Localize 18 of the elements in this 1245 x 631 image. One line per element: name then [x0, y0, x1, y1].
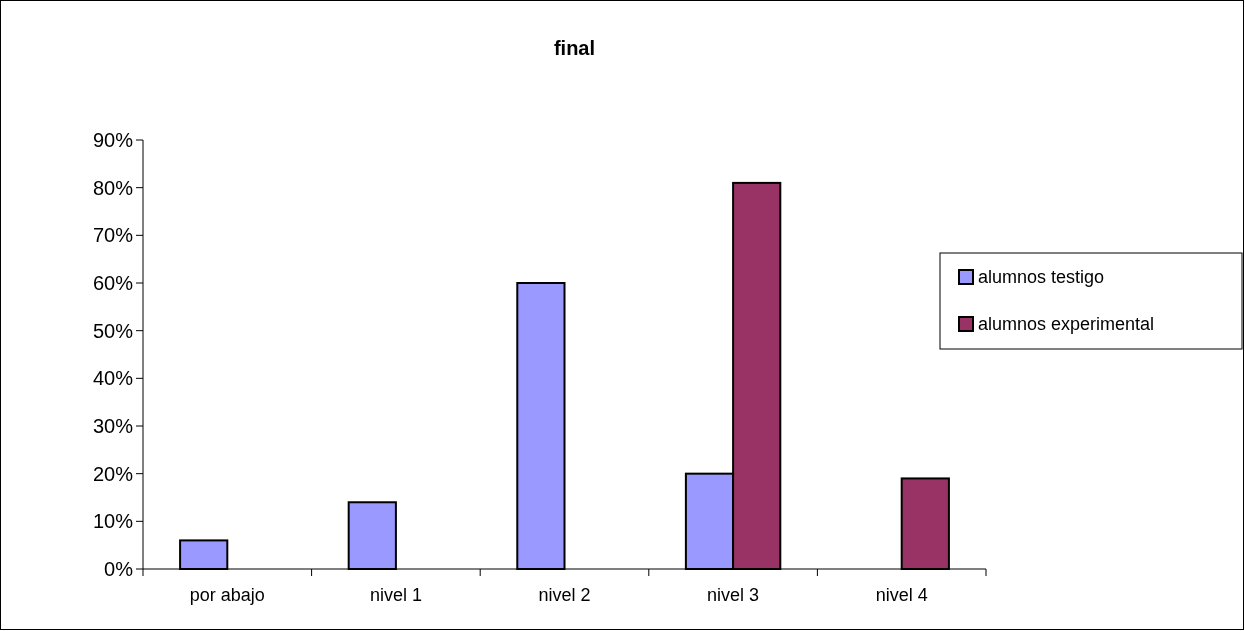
y-tick-label: 10%: [92, 510, 134, 533]
y-tick-label: 70%: [92, 224, 134, 247]
x-tick-label: nivel 1: [369, 585, 422, 605]
y-tick-label: 60%: [92, 272, 134, 294]
y-tick-label: 20%: [92, 462, 134, 485]
legend-label: alumnos testigo: [978, 267, 1105, 288]
legend-label: alumnos experimental: [978, 314, 1155, 335]
y-tick-label: 0%: [104, 558, 134, 580]
x-tick-label: nivel 4: [875, 585, 928, 605]
x-tick-label: nivel 2: [538, 585, 591, 605]
y-tick-label: 90%: [92, 129, 134, 151]
x-tick-label: por abajo: [189, 585, 265, 605]
y-tick-label: 50%: [92, 319, 134, 342]
y-tick-label: 40%: [92, 367, 134, 390]
y-tick-label: 30%: [92, 415, 134, 437]
y-tick-label: 80%: [92, 176, 134, 199]
chart-title: final: [553, 37, 596, 59]
x-tick-label: nivel 3: [707, 585, 760, 605]
